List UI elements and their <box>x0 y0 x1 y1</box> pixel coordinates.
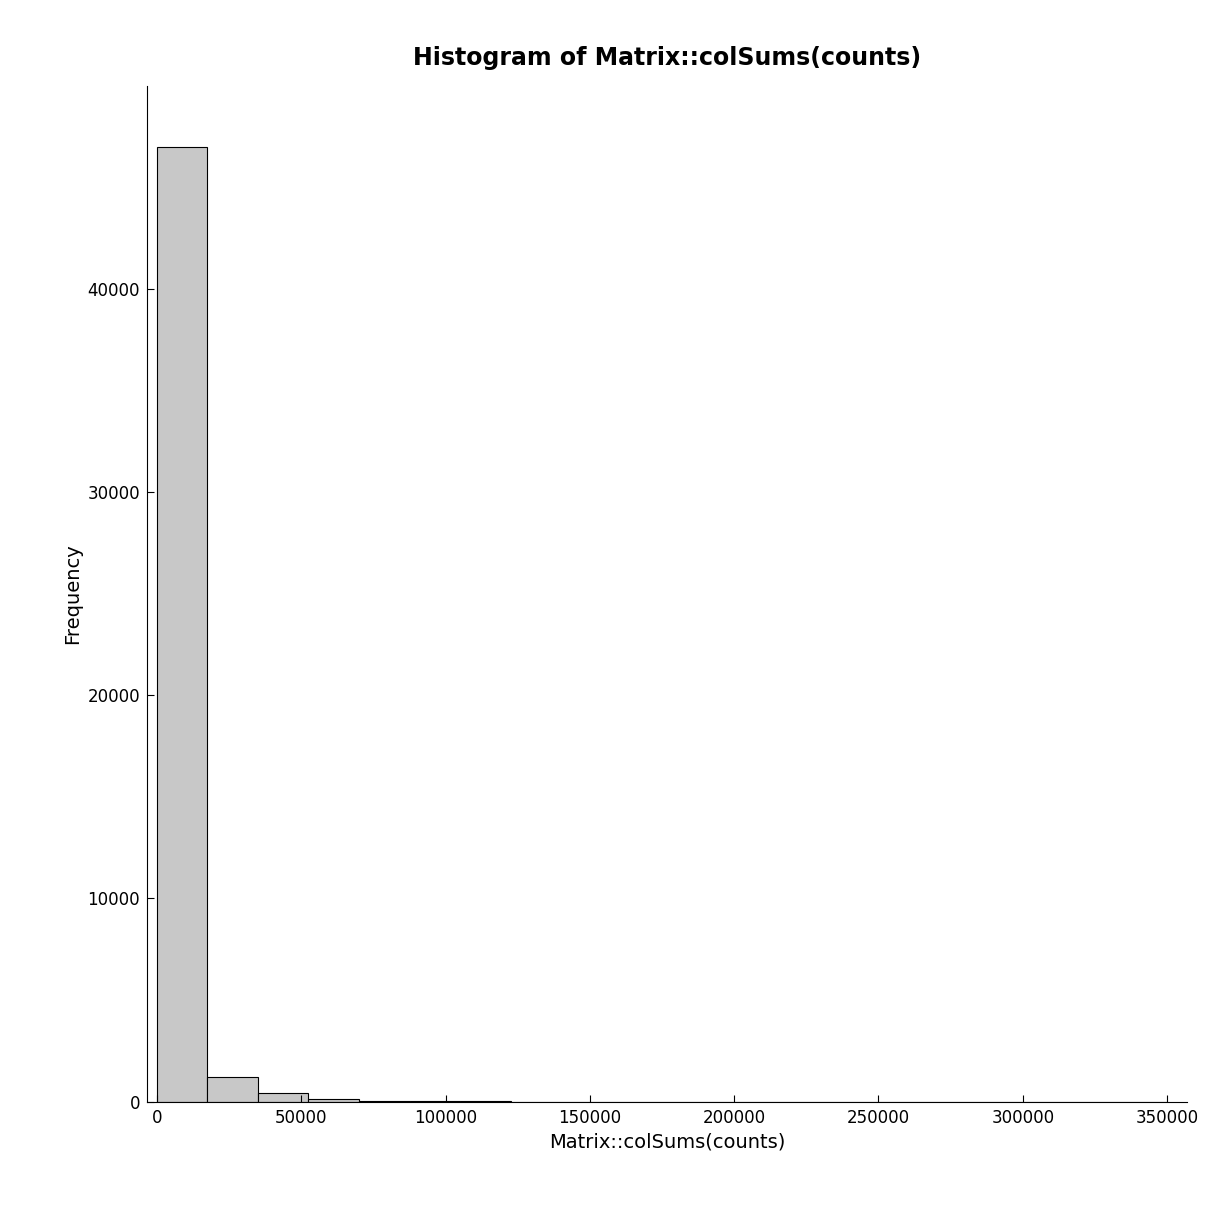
Bar <box>258 1093 308 1102</box>
X-axis label: Matrix::colSums(counts): Matrix::colSums(counts) <box>548 1132 786 1151</box>
Bar <box>308 1099 359 1102</box>
Bar <box>157 147 208 1102</box>
Bar <box>208 1077 258 1102</box>
Y-axis label: Frequency: Frequency <box>62 543 82 644</box>
Title: Histogram of Matrix::colSums(counts): Histogram of Matrix::colSums(counts) <box>412 45 922 70</box>
